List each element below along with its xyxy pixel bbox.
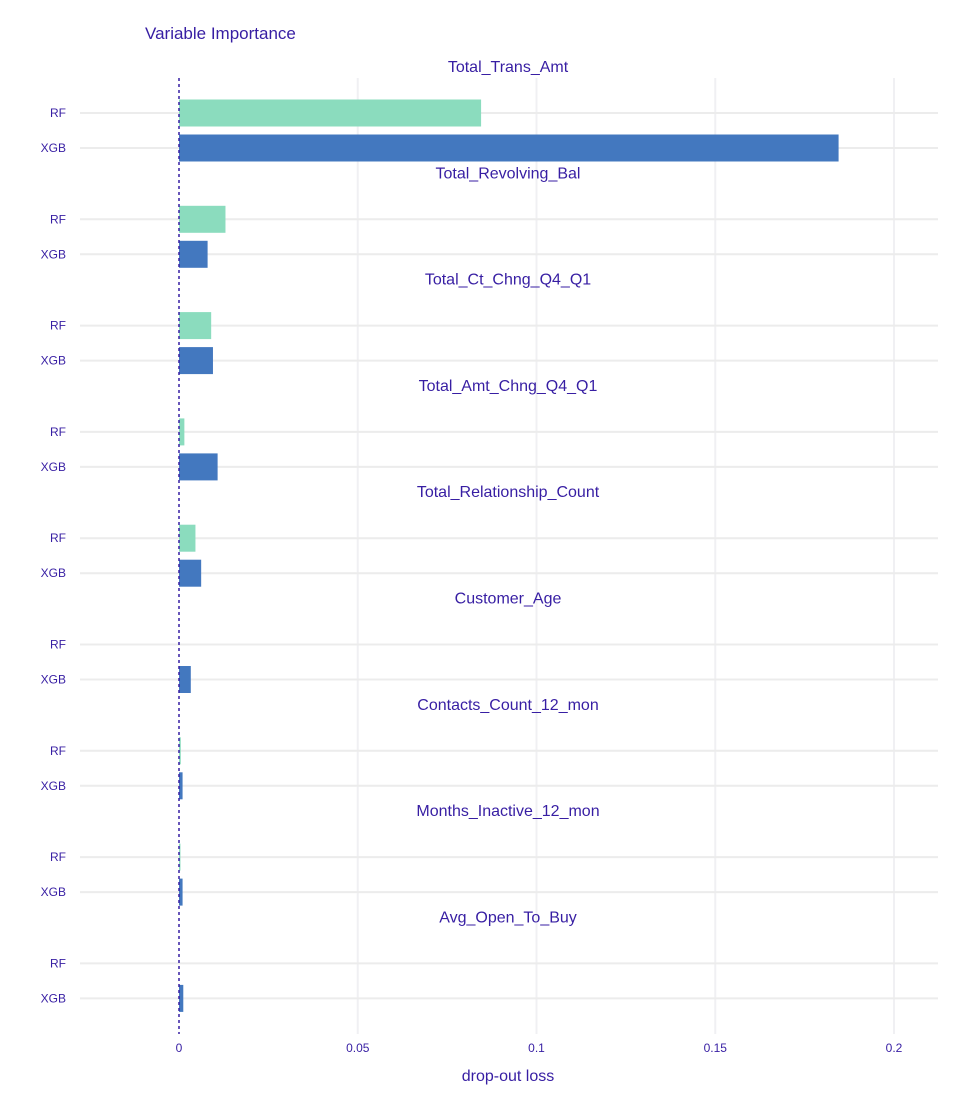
model-label: RF (50, 850, 66, 864)
bar-xgb (179, 240, 208, 268)
labels: Total_Trans_Amt RF XGB Total_Revolving_Bal R… (41, 59, 600, 1005)
facet-title: Total_Relationship_Count (417, 484, 600, 501)
model-label: RF (50, 956, 66, 970)
bar-rf (179, 524, 196, 552)
x-axis: 0 0.05 0.1 0.15 0.2 (176, 1041, 903, 1055)
model-label: XGB (41, 354, 66, 368)
x-axis-label: drop-out loss (462, 1068, 555, 1085)
facet-title: Total_Amt_Chng_Q4_Q1 (419, 378, 598, 395)
facet-title: Months_Inactive_12_mon (416, 803, 599, 820)
bar-rf (179, 843, 181, 871)
model-label: RF (50, 425, 66, 439)
model-label: RF (50, 106, 66, 120)
x-tick-label: 0.15 (704, 1041, 728, 1055)
bars (179, 99, 839, 1012)
facet-title: Customer_Age (455, 591, 562, 608)
bar-rf (179, 418, 185, 446)
x-tick-label: 0 (176, 1041, 183, 1055)
model-label: RF (50, 638, 66, 652)
model-label: XGB (41, 141, 66, 155)
facet-title: Total_Trans_Amt (448, 59, 569, 76)
x-tick-label: 0.05 (346, 1041, 370, 1055)
model-label: XGB (41, 673, 66, 687)
bar-xgb (179, 453, 218, 481)
model-label: XGB (41, 885, 66, 899)
model-label: XGB (41, 991, 66, 1005)
model-label: RF (50, 319, 66, 333)
bar-xgb (179, 772, 183, 800)
model-label: RF (50, 531, 66, 545)
facet-title: Contacts_Count_12_mon (417, 697, 598, 714)
bar-xgb (179, 666, 191, 693)
x-tick-label: 0.2 (886, 1041, 903, 1055)
x-tick-label: 0.1 (528, 1041, 545, 1055)
bar-xgb (179, 559, 202, 587)
bar-rf (179, 312, 212, 340)
horizontal-gridlines (80, 112, 938, 1000)
bar-xgb (179, 134, 839, 162)
model-label: XGB (41, 779, 66, 793)
facet-title: Avg_Open_To_Buy (439, 909, 577, 926)
facet-title: Total_Revolving_Bal (436, 165, 581, 182)
model-label: RF (50, 212, 66, 226)
bar-xgb (179, 347, 213, 375)
model-label: XGB (41, 247, 66, 261)
bar-rf (179, 99, 482, 127)
bar-xgb (179, 878, 183, 906)
bar-xgb (179, 984, 184, 1012)
model-label: XGB (41, 460, 66, 474)
model-label: RF (50, 744, 66, 758)
bar-rf (179, 205, 226, 233)
bar-rf (179, 737, 181, 765)
facet-title: Total_Ct_Chng_Q4_Q1 (425, 272, 591, 289)
chart-title: Variable Importance (145, 24, 296, 43)
model-label: XGB (41, 566, 66, 580)
vertical-gridlines (356, 78, 895, 1034)
